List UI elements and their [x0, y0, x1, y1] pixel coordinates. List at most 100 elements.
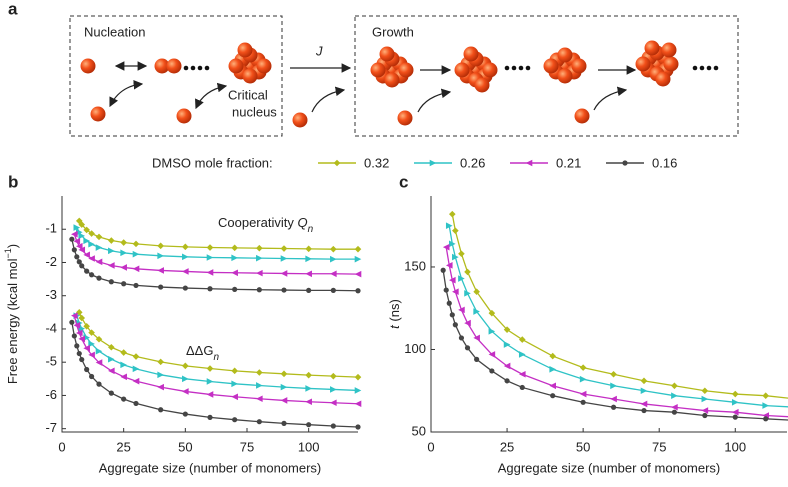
marker — [83, 344, 90, 352]
legend-marker — [525, 159, 533, 167]
marker — [73, 224, 81, 231]
marker — [488, 351, 496, 358]
marker — [731, 408, 739, 416]
marker — [330, 245, 337, 253]
x-tick-label: 25 — [500, 439, 514, 454]
y-tick-label: -1 — [45, 221, 57, 236]
marker — [207, 414, 213, 420]
critical-label: Critical — [228, 87, 268, 102]
monomer — [370, 62, 386, 78]
marker — [464, 319, 471, 327]
y-tick-label: -5 — [45, 354, 57, 369]
marker — [641, 407, 647, 414]
marker — [280, 383, 288, 391]
marker — [120, 249, 127, 257]
marker — [256, 269, 263, 277]
marker — [640, 400, 648, 408]
marker — [83, 237, 90, 245]
marker — [445, 222, 453, 230]
marker — [306, 287, 312, 293]
marker — [256, 287, 262, 293]
ellipsis-dot — [699, 65, 705, 71]
marker — [206, 254, 214, 261]
marker — [182, 388, 189, 395]
monomer — [80, 58, 96, 74]
marker — [448, 276, 456, 284]
y-axis-label: Free energy (kcal mol−1) — [3, 244, 20, 384]
marker — [701, 407, 709, 414]
series-line — [76, 227, 358, 260]
marker — [108, 343, 115, 351]
monomer — [292, 112, 308, 128]
marker — [488, 328, 496, 335]
monomer — [557, 68, 573, 84]
y-tick-label: 150 — [404, 258, 426, 273]
x-tick-label: 50 — [178, 439, 192, 454]
marker — [305, 270, 312, 278]
ellipsis-dot — [692, 65, 698, 71]
y-axis-label-part: ) — [5, 244, 20, 248]
marker — [120, 239, 127, 246]
marker — [132, 265, 140, 273]
marker — [157, 252, 164, 260]
marker — [206, 365, 214, 372]
marker — [108, 237, 115, 244]
marker — [95, 359, 103, 366]
marker — [256, 254, 263, 262]
x-tick-label: 0 — [58, 439, 65, 454]
growth-box — [354, 15, 739, 137]
legend-marker — [429, 159, 437, 167]
monomer — [237, 42, 253, 58]
nucleation-label: Nucleation — [84, 24, 145, 39]
marker — [89, 272, 95, 278]
ellipsis-dot — [706, 65, 712, 71]
legend-label: 0.32 — [364, 155, 389, 170]
marker — [580, 399, 586, 405]
ellipsis-dot — [504, 65, 510, 71]
marker — [458, 306, 465, 314]
marker — [78, 232, 86, 240]
marker — [452, 322, 458, 328]
monomer — [661, 42, 677, 58]
marker — [640, 377, 648, 385]
monomer — [543, 58, 559, 74]
annotation-part: Cooperativity — [218, 215, 297, 230]
marker — [518, 370, 526, 378]
y-axis-label-part: Free energy (kcal mol — [5, 258, 20, 384]
monomer — [463, 46, 479, 62]
marker — [579, 364, 587, 371]
marker — [83, 226, 90, 234]
marker — [763, 416, 769, 422]
marker — [157, 267, 164, 274]
monomer — [398, 62, 414, 78]
marker — [158, 407, 164, 413]
marker — [458, 250, 465, 258]
series-line — [451, 214, 788, 399]
legend-title: DMSO mole fraction: — [152, 155, 273, 170]
marker — [464, 290, 471, 297]
axes — [430, 196, 787, 433]
marker — [83, 251, 90, 259]
critical-label: nucleus — [232, 104, 277, 119]
monomer — [90, 106, 106, 122]
annotation-part: ΔΔG — [186, 343, 213, 358]
marker — [182, 268, 189, 275]
marker — [89, 373, 95, 380]
y-axis-label: t (ns) — [387, 299, 402, 329]
marker — [231, 269, 238, 277]
marker — [132, 365, 140, 373]
marker — [71, 247, 77, 253]
monomer — [655, 71, 671, 87]
x-tick-label: 25 — [116, 439, 130, 454]
marker — [71, 230, 78, 238]
marker — [182, 375, 189, 383]
marker — [132, 353, 140, 360]
marker — [355, 424, 361, 430]
marker — [305, 385, 312, 392]
marker — [448, 210, 456, 218]
marker — [458, 335, 465, 341]
y-tick-label: 50 — [412, 423, 426, 438]
marker — [762, 402, 770, 409]
marker — [503, 362, 511, 370]
monomers — [80, 40, 719, 128]
